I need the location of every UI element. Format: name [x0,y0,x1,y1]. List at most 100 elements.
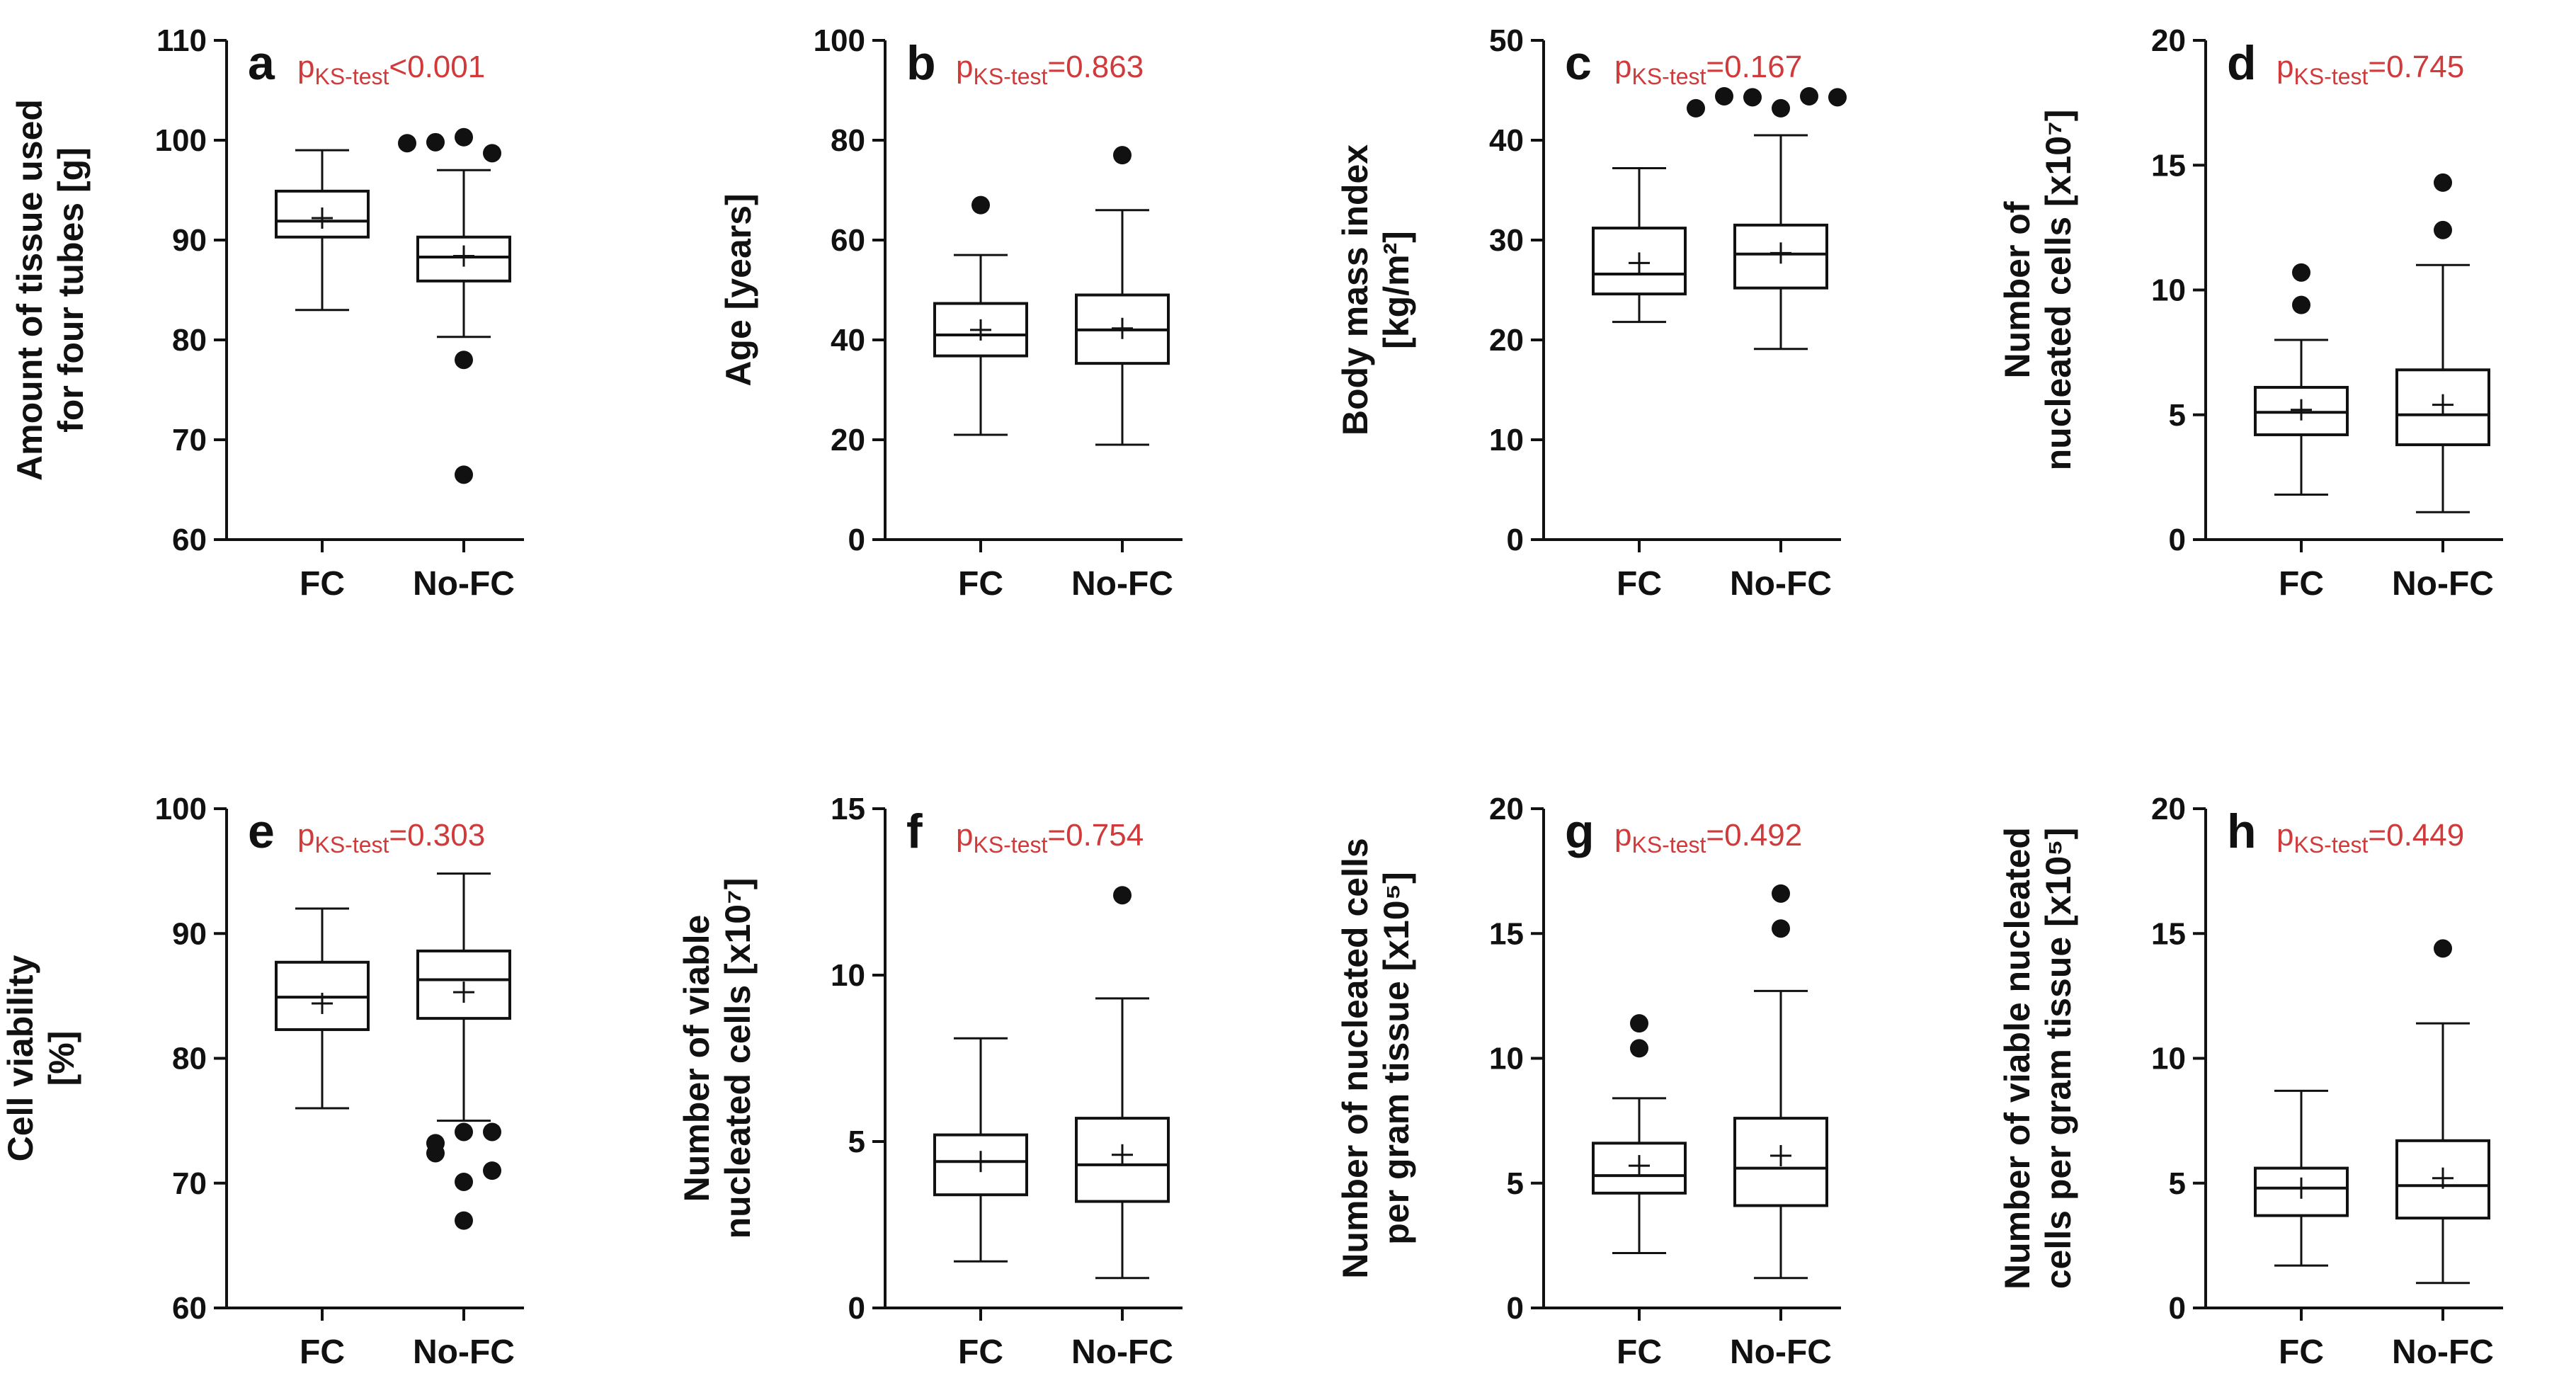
outlier-point [1630,1014,1648,1033]
outlier-point [1800,86,1818,106]
outlier-point [2292,263,2310,282]
y-tick-label: 40 [1489,123,1524,158]
box-fc [1592,166,1687,324]
y-tick-label: 100 [155,792,207,826]
y-axis-label: [kg/m²] [1377,231,1416,349]
box-no-fc [1075,146,1170,446]
outlier-point [971,195,990,215]
y-tick-label: 70 [172,1166,207,1201]
outlier-point [2434,173,2452,192]
outlier-point [2292,295,2310,314]
y-axis-label: per gram tissue [x10⁵] [1377,872,1416,1244]
iqr-box [416,949,511,1020]
panel-letter: e [248,804,275,858]
outlier-point [455,465,473,484]
y-tick-label: 80 [831,123,865,158]
x-tick-label: No-FC [1730,1333,1832,1371]
y-axis-label: Number of viable [677,915,717,1202]
panel-c: 0 10 20 30 40 50 FC No-FC Body mass index [kg/m²]… [1335,23,1847,603]
y-tick-label: 20 [831,423,865,457]
outlier-point [1113,886,1132,905]
y-tick-label: 0 [848,523,865,557]
box-fc [275,907,370,1110]
y-tick-label: 90 [172,223,207,258]
y-axis-label: [%] [42,1031,81,1086]
y-tick-label: 20 [1489,792,1524,826]
box-fc [933,195,1028,436]
y-tick-label: 100 [814,23,865,58]
box-no-fc [1687,86,1847,351]
x-tick-label: FC [300,1333,345,1371]
p-value-annotation: pKS-test=0.745 [2276,50,2464,89]
y-axis-label: for four tubes [g] [51,147,91,433]
box-fc [1592,1014,1687,1254]
x-tick-label: No-FC [2392,565,2494,603]
panel-b: 0 20 40 60 80 100 FC No-FC Age [years] b pKS-test=… [719,23,1182,603]
outlier-point [1743,88,1762,107]
box-fc [933,1037,1028,1263]
outlier-point [483,144,501,163]
y-tick-label: 15 [831,792,865,826]
y-tick-label: 10 [1489,1042,1524,1076]
x-tick-label: No-FC [1071,1333,1173,1371]
y-axis-label: Cell viability [1,955,40,1161]
y-tick-label: 10 [2151,273,2186,308]
box-no-fc [398,127,511,484]
outlier-point [483,1122,501,1142]
outlier-point [398,134,416,153]
box-no-fc [2395,939,2490,1285]
y-tick-label: 5 [1507,1166,1524,1201]
x-tick-label: FC [1617,1333,1662,1371]
panel-letter: f [906,804,923,858]
outlier-point [1772,98,1790,118]
y-tick-label: 0 [2169,523,2186,557]
outlier-point [1715,86,1733,106]
box-no-fc [416,872,511,1230]
outlier-point [1828,88,1847,107]
y-tick-label: 0 [848,1291,865,1326]
y-tick-label: 90 [172,916,207,951]
y-tick-label: 60 [831,223,865,258]
p-value-annotation: pKS-test<0.001 [297,50,485,89]
outlier-point [426,1144,445,1163]
x-tick-label: FC [958,1333,1003,1371]
box-no-fc [1075,886,1170,1280]
y-axis-label: Number of nucleated cells [1335,838,1375,1278]
y-tick-label: 30 [1489,223,1524,258]
outlier-point [1772,919,1790,938]
y-axis-label: Number of viable nucleated [1997,827,2037,1290]
outlier-point [455,1172,473,1191]
y-tick-label: 0 [1507,1291,1524,1326]
y-tick-label: 60 [172,1291,207,1326]
p-value-annotation: pKS-test=0.754 [956,818,1144,858]
outlier-point [426,132,445,152]
y-tick-label: 5 [2169,398,2186,433]
y-axis-label: nucleated cells [x10⁷] [718,878,758,1239]
x-tick-label: FC [300,565,345,603]
y-tick-label: 5 [2169,1166,2186,1201]
x-tick-label: FC [2279,565,2324,603]
outlier-point [2434,220,2452,239]
panel-h: 0 5 10 15 20 FC No-FC Number of viable nucleate… [1997,792,2503,1371]
outlier-point [455,1211,473,1230]
y-tick-label: 15 [2151,916,2186,951]
y-tick-label: 10 [1489,423,1524,457]
y-tick-label: 5 [848,1125,865,1159]
box-no-fc [1733,884,1828,1280]
y-axis-label: Age [years] [719,193,758,386]
panel-letter: d [2227,36,2257,90]
x-tick-label: FC [1617,565,1662,603]
y-tick-label: 0 [1507,523,1524,557]
y-tick-label: 10 [2151,1042,2186,1076]
y-axis-label: nucleated cells [x10⁷] [2039,110,2078,471]
y-axis-label: Amount of tissue used [10,99,50,481]
x-tick-label: No-FC [2392,1333,2494,1371]
y-tick-label: 15 [1489,916,1524,951]
y-tick-label: 0 [2169,1291,2186,1326]
outlier-point [1687,98,1705,118]
outlier-point [1772,884,1790,903]
x-tick-label: No-FC [1730,565,1832,603]
panel-letter: h [2227,804,2257,858]
panel-a: 60 70 80 90 100 110 FC No-FC Amount of tissue us… [10,23,524,603]
